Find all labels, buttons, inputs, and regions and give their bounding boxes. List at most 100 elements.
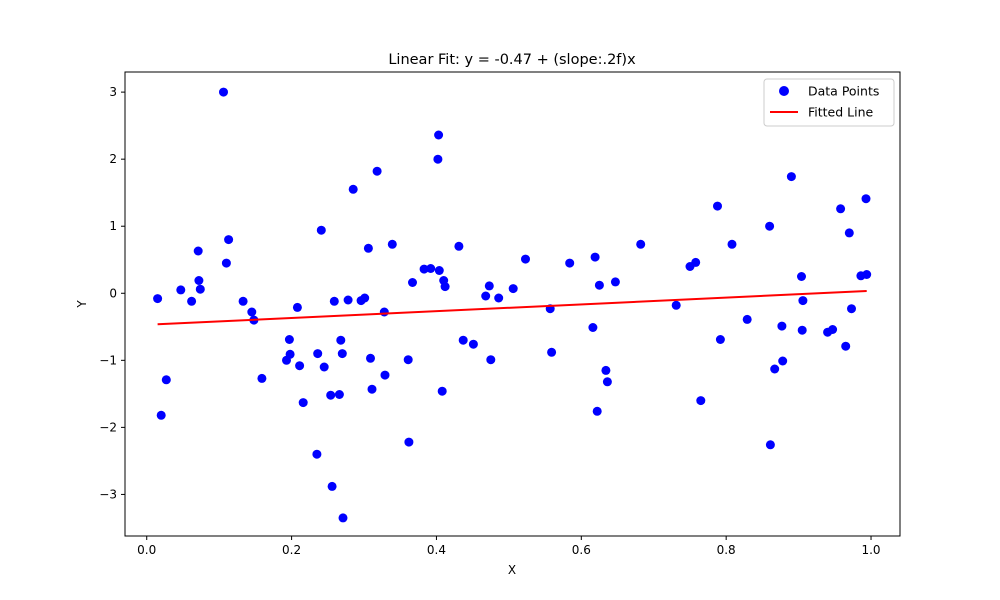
data-point	[610, 277, 620, 287]
data-point	[770, 364, 780, 374]
data-point	[828, 325, 838, 334]
legend-box	[763, 78, 895, 127]
data-point	[594, 280, 604, 290]
x-tick-label: 0.4	[427, 543, 446, 557]
fitted-line	[157, 290, 867, 326]
data-point	[379, 307, 389, 317]
data-point	[316, 225, 326, 235]
data-point	[437, 386, 447, 396]
data-point	[193, 246, 203, 256]
data-point	[713, 201, 722, 211]
data-point	[841, 341, 851, 351]
data-point	[601, 365, 611, 375]
data-point	[327, 481, 337, 491]
data-point	[380, 370, 390, 380]
data-point	[219, 87, 228, 97]
x-tick-label: 0.6	[572, 543, 591, 557]
data-point	[592, 406, 602, 416]
data-point	[187, 296, 197, 306]
x-axis-label: X	[508, 563, 516, 577]
x-tick-label: 0.8	[717, 543, 736, 557]
data-point	[360, 293, 370, 303]
data-point	[176, 285, 186, 295]
data-point	[257, 373, 267, 383]
data-point	[161, 375, 171, 385]
data-point	[458, 335, 468, 345]
y-axis-ticks: −3 −2 −1 0 1 2 3	[99, 85, 125, 501]
data-point	[696, 396, 706, 406]
data-point	[195, 284, 205, 294]
data-point	[742, 314, 752, 324]
x-tick-label: 1.0	[861, 543, 880, 557]
data-point	[484, 281, 494, 291]
data-point	[313, 349, 323, 359]
data-point	[404, 437, 414, 447]
data-point	[565, 258, 575, 268]
data-point	[434, 130, 444, 140]
data-point	[348, 184, 358, 194]
data-point	[285, 349, 295, 359]
data-point	[847, 304, 856, 314]
data-point	[408, 278, 417, 287]
data-point	[433, 154, 443, 164]
data-point	[715, 335, 725, 344]
data-point	[602, 377, 612, 387]
data-point	[862, 270, 872, 279]
y-axis-label: Y	[75, 300, 89, 309]
data-point	[836, 204, 846, 214]
data-point	[861, 194, 871, 204]
data-point	[387, 239, 397, 249]
data-point	[798, 296, 808, 306]
data-point	[434, 266, 444, 275]
data-point	[486, 355, 496, 365]
data-point	[334, 390, 344, 399]
data-point	[636, 239, 646, 249]
y-tick-label: 1	[109, 219, 117, 233]
x-axis-ticks: 0.0 0.2 0.4 0.6 0.8 1.0	[137, 536, 881, 557]
data-point	[481, 291, 491, 301]
data-point	[338, 513, 348, 523]
data-point	[797, 325, 807, 335]
data-point	[329, 296, 339, 306]
data-point	[521, 254, 530, 264]
data-point	[292, 302, 302, 312]
data-point	[454, 241, 464, 251]
data-point	[691, 257, 701, 267]
data-point	[778, 356, 788, 366]
data-point	[777, 321, 787, 331]
plot-frame	[124, 71, 901, 537]
data-point	[727, 239, 737, 249]
data-point	[295, 361, 305, 371]
data-point	[221, 258, 231, 268]
x-tick-label: 0.0	[137, 543, 156, 557]
y-tick-label: −2	[99, 420, 117, 434]
chart-title: Linear Fit: y = -0.47 + (slope:.2f)x	[388, 52, 636, 68]
data-point	[468, 339, 478, 349]
data-point	[319, 362, 329, 372]
data-point	[765, 221, 775, 231]
data-point	[588, 323, 598, 332]
legend-label-data-points: Data Points	[808, 84, 879, 99]
data-point	[797, 272, 806, 281]
data-point	[765, 440, 775, 450]
data-point	[372, 166, 382, 176]
data-point	[419, 264, 429, 274]
data-point	[671, 300, 681, 310]
data-point	[426, 264, 436, 273]
data-point	[366, 353, 375, 363]
data-point	[440, 282, 450, 292]
fitted-line-layer	[157, 290, 867, 326]
data-point	[312, 449, 322, 459]
data-point	[336, 335, 346, 345]
data-point	[786, 172, 796, 182]
data-point	[367, 384, 377, 394]
data-point	[590, 252, 600, 262]
data-point	[298, 398, 308, 408]
data-point	[238, 296, 248, 306]
data-point	[363, 243, 373, 253]
data-points-layer	[153, 87, 872, 523]
data-point	[337, 349, 347, 359]
legend-label-fitted-line: Fitted Line	[808, 105, 874, 120]
x-tick-label: 0.2	[282, 543, 301, 557]
